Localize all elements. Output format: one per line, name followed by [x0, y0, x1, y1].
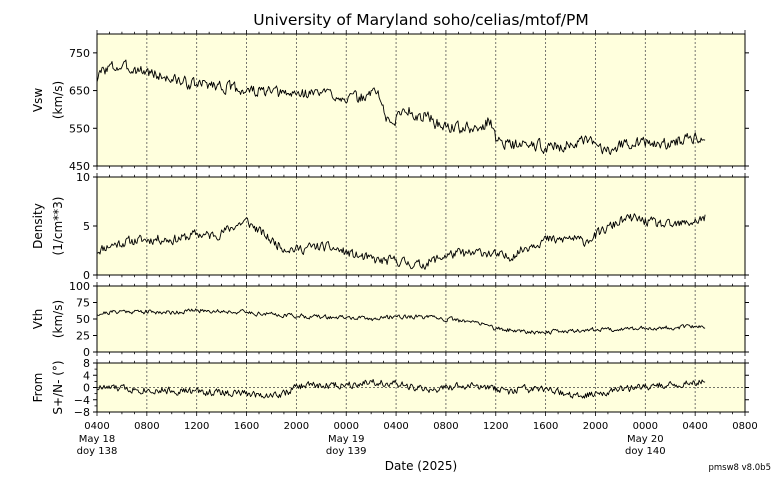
- series-line-vth: [96, 308, 706, 335]
- x-tick-label: 2000: [583, 421, 608, 432]
- y-tick-label: 50: [76, 313, 90, 326]
- y-axis-title-line: Density: [31, 203, 45, 249]
- x-tick-label: 0400: [682, 421, 707, 432]
- x-tick-label: 1200: [483, 421, 508, 432]
- x-tick-label: 1200: [184, 421, 209, 432]
- y-axis-title-line: From: [31, 373, 45, 403]
- series-line-angle: [96, 378, 706, 399]
- y-tick-label: 100: [69, 280, 90, 293]
- y-axis-title-line: Vsw: [31, 88, 45, 112]
- y-tick-label: 550: [69, 122, 90, 135]
- y-axis-title-line: (km/s): [51, 81, 65, 119]
- y-tick-label: 750: [69, 47, 90, 60]
- y-axis-title-line: (1/cm**3): [51, 197, 65, 256]
- x-tick-label: 0800: [134, 421, 159, 432]
- y-tick-label: 4: [83, 369, 90, 382]
- y-tick-label: −4: [74, 394, 90, 407]
- x-tick-label: 1600: [533, 421, 558, 432]
- panel-density: 0 5 10 Density (1/cm**3): [31, 171, 749, 282]
- y-tick-label: 450: [69, 160, 90, 173]
- y-axis-title: Vth (km/s): [31, 300, 65, 338]
- x-day-label: doy 138: [77, 446, 118, 457]
- y-axis-title: Density (1/cm**3): [31, 197, 65, 256]
- x-tick-label: 0800: [433, 421, 458, 432]
- panel-background: [97, 34, 745, 166]
- x-tick-label: 1600: [234, 421, 259, 432]
- x-tick-label: 0400: [84, 421, 109, 432]
- y-axis-title-line: S+/N- (°): [51, 360, 65, 414]
- y-axis-title-line: Vth: [31, 309, 45, 330]
- panel-background: [97, 177, 745, 275]
- y-tick-label: 25: [76, 330, 90, 343]
- series-line-density: [96, 213, 706, 270]
- x-day-label: May 20: [627, 434, 664, 445]
- x-day-label: May 19: [328, 434, 365, 445]
- x-axis-title: Date (2025): [385, 459, 457, 473]
- y-axis-title-line: (km/s): [51, 300, 65, 338]
- series-line-vsw: [96, 59, 706, 155]
- y-axis-title: Vsw (km/s): [31, 81, 65, 119]
- y-tick-label: −8: [74, 406, 90, 419]
- y-tick-label: 5: [83, 220, 90, 233]
- y-tick-label: 0: [83, 382, 90, 395]
- y-tick-label: 0: [83, 269, 90, 282]
- panel-vth: 0 25 50 75 100 Vth (km/s): [31, 280, 749, 359]
- software-version-label: pmsw8 v8.0b5: [708, 463, 771, 473]
- chart-title: University of Maryland soho/celias/mtof/…: [253, 11, 588, 29]
- x-tick-label: 0800: [732, 421, 757, 432]
- y-tick-label: 75: [76, 297, 90, 310]
- panel-background: [97, 286, 745, 352]
- panel-vsw: 450 550 650 750 Vsw (km/s): [31, 30, 749, 173]
- y-tick-label: 8: [83, 357, 90, 370]
- x-day-label: doy 139: [326, 446, 367, 457]
- y-tick-label: 0: [83, 346, 90, 359]
- x-day-label: May 18: [79, 434, 116, 445]
- x-tick-label: 2000: [284, 421, 309, 432]
- y-axis-title: From S+/N- (°): [31, 360, 65, 414]
- y-tick-label: 10: [76, 171, 90, 184]
- x-tick-label: 0400: [383, 421, 408, 432]
- x-tick-label: 0000: [633, 421, 658, 432]
- x-tick-label: 0000: [334, 421, 359, 432]
- y-tick-label: 650: [69, 85, 90, 98]
- x-day-label: doy 140: [625, 446, 666, 457]
